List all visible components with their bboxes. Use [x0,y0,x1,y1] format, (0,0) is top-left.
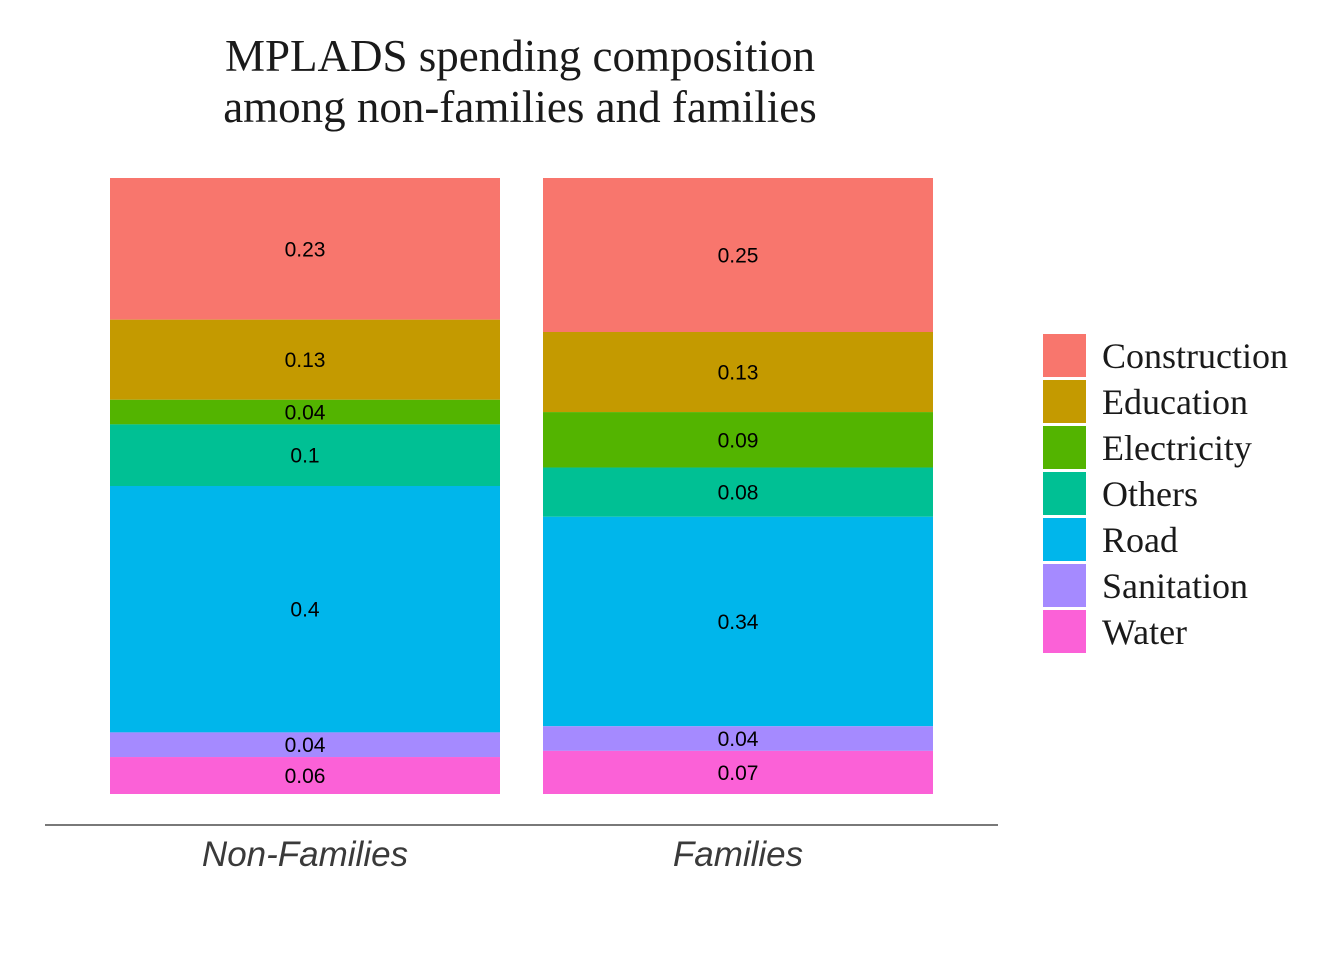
data-label-families-education: 0.13 [718,362,759,385]
bar-segment-families-electricity [543,412,933,468]
bar-segment-non-families-electricity [110,399,500,425]
bar-segment-non-families-education [110,319,500,400]
data-label-non-families-road: 0.4 [290,599,320,622]
data-label-families-water: 0.07 [718,762,759,785]
bar-segment-families-sanitation [543,726,933,751]
bar-segment-non-families-construction [110,178,500,320]
bar-segment-non-families-others [110,424,500,486]
legend-label-road: Road [1102,520,1178,560]
bar-segment-families-construction [543,178,933,332]
legend-key-education [1043,380,1086,423]
bar-segment-non-families-water [110,757,500,794]
bars-layer [110,178,933,794]
legend-label-water: Water [1102,612,1187,652]
bar-labels-layer: 0.23 0.13 0.04 0.1 0.4 0.04 0.06 0.25 0.13 0.09 0.… [285,238,759,788]
data-label-non-families-others: 0.1 [290,445,319,468]
legend-key-sanitation [1043,564,1086,607]
legend-label-others: Others [1102,474,1198,514]
legend-label-construction: Construction [1102,336,1288,376]
legend: Construction Education Electricity Others Ro… [1043,334,1288,653]
legend-label-sanitation: Sanitation [1102,566,1248,606]
data-label-families-others: 0.08 [718,482,759,505]
bar-segment-families-road [543,516,933,727]
bar-segment-families-others [543,467,933,517]
legend-key-water [1043,610,1086,653]
bar-segment-non-families-sanitation [110,732,500,758]
data-label-families-electricity: 0.09 [718,429,759,452]
legend-key-electricity [1043,426,1086,469]
legend-label-electricity: Electricity [1102,428,1252,468]
data-label-non-families-electricity: 0.04 [285,402,326,425]
legend-key-road [1043,518,1086,561]
data-label-families-sanitation: 0.04 [718,728,759,751]
x-tick-label-non-families: Non-Families [202,835,408,874]
bar-segment-non-families-road [110,486,500,733]
data-label-non-families-sanitation: 0.04 [285,734,326,757]
chart-title-line-2: among non-families and families [223,82,817,132]
legend-label-education: Education [1102,382,1248,422]
bar-segment-families-education [543,332,933,413]
data-label-non-families-water: 0.06 [285,765,326,788]
legend-key-construction [1043,334,1086,377]
chart-title-line-1: MPLADS spending composition [225,31,815,81]
legend-key-others [1043,472,1086,515]
data-label-families-road: 0.34 [718,611,759,634]
data-label-non-families-construction: 0.23 [285,238,326,261]
data-label-non-families-education: 0.13 [285,349,326,372]
x-tick-label-families: Families [673,835,803,874]
bar-segment-families-water [543,750,933,794]
data-label-families-construction: 0.25 [718,245,759,268]
